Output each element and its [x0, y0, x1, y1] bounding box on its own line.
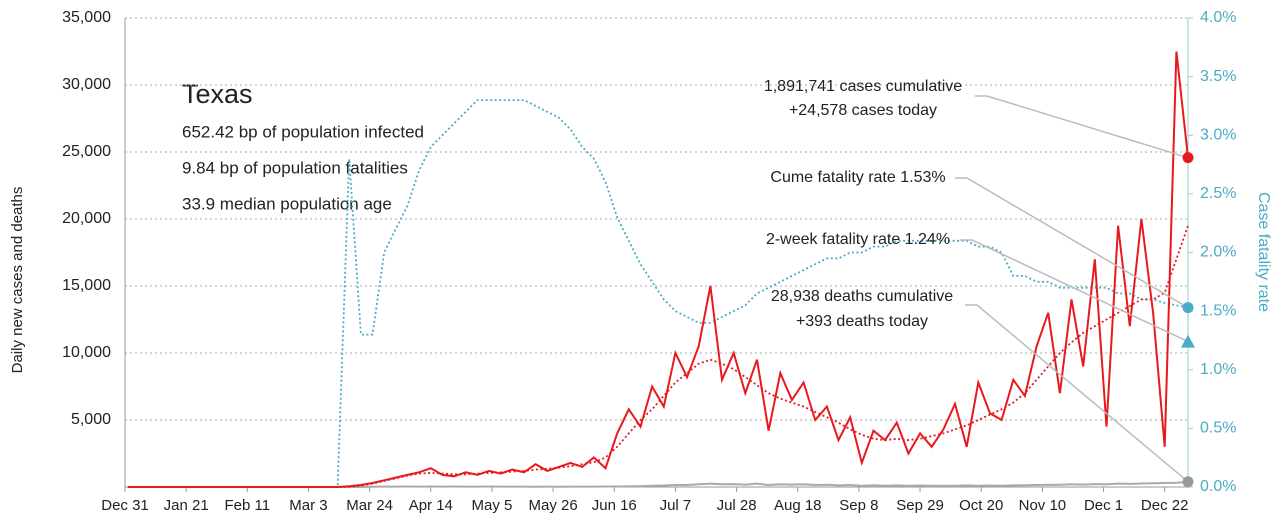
x-tick-label: Dec 22: [1141, 497, 1189, 514]
leader-line: [960, 239, 1189, 343]
x-tick-label: Mar 3: [289, 497, 327, 514]
x-tick-label: Dec 1: [1084, 497, 1123, 514]
y2-tick-label: 3.0%: [1200, 126, 1236, 143]
y2-tick-label: 1.5%: [1200, 302, 1236, 319]
y2-tick-label: 2.0%: [1200, 244, 1236, 261]
series-line: [127, 51, 1189, 488]
annotation-text: +24,578 cases today: [789, 102, 937, 119]
y-tick-label: 20,000: [62, 210, 111, 227]
x-tick-label: Nov 10: [1019, 497, 1067, 514]
x-tick-label: Oct 20: [959, 497, 1003, 514]
leader-line: [975, 95, 1189, 159]
annotation-text: 1,891,741 cases cumulative: [764, 78, 962, 95]
y-tick-label: 5,000: [71, 411, 111, 428]
y2-tick-label: 0.0%: [1200, 478, 1236, 495]
annotation-text: Cume fatality rate 1.53%: [770, 169, 945, 186]
annotation-text: 2-week fatality rate 1.24%: [766, 231, 950, 248]
end-marker: [1182, 476, 1194, 488]
x-tick-label: Mar 24: [346, 497, 393, 514]
x-tick-label: Sep 8: [839, 497, 878, 514]
y2-tick-label: 0.5%: [1200, 420, 1236, 437]
x-tick-label: May 26: [529, 497, 578, 514]
info-line: 33.9 median population age: [182, 194, 392, 213]
y-tick-label: 10,000: [62, 344, 111, 361]
y2-axis-label: Case fatality rate: [1255, 192, 1272, 312]
y2-tick-label: 4.0%: [1200, 9, 1236, 26]
y-tick-label: 15,000: [62, 277, 111, 294]
y2-tick-label: 2.5%: [1200, 185, 1236, 202]
y-tick-label: 25,000: [62, 143, 111, 160]
info-line: 652.42 bp of population infected: [182, 122, 424, 141]
x-tick-label: Dec 31: [101, 497, 149, 514]
end-marker: [1182, 152, 1194, 164]
leader-line: [965, 304, 1189, 483]
y-tick-label: 35,000: [62, 9, 111, 26]
annotation-text: +393 deaths today: [796, 313, 928, 330]
x-tick-label: Feb 11: [225, 497, 271, 514]
x-tick-label: Apr 14: [409, 497, 453, 514]
y-tick-label: 30,000: [62, 76, 111, 93]
x-tick-label: Jul 7: [660, 497, 692, 514]
x-tick-label: Aug 18: [774, 497, 822, 514]
x-tick-label: Sep 29: [896, 497, 944, 514]
end-marker: [1181, 334, 1195, 348]
y-axis-label: Daily new cases and deaths: [9, 187, 26, 374]
info-title: Texas: [182, 79, 253, 109]
x-tick-label: Jan 21: [164, 497, 209, 514]
info-line: 9.84 bp of population fatalities: [182, 158, 408, 177]
annotation-text: 28,938 deaths cumulative: [771, 288, 953, 305]
y2-tick-label: 3.5%: [1200, 68, 1236, 85]
x-tick-label: May 5: [472, 497, 513, 514]
x-tick-label: Jun 16: [592, 497, 637, 514]
y2-tick-label: 1.0%: [1200, 361, 1236, 378]
leader-line: [955, 177, 1189, 309]
end-marker: [1182, 302, 1194, 314]
x-tick-label: Jul 28: [717, 497, 757, 514]
series-line: [127, 225, 1189, 488]
